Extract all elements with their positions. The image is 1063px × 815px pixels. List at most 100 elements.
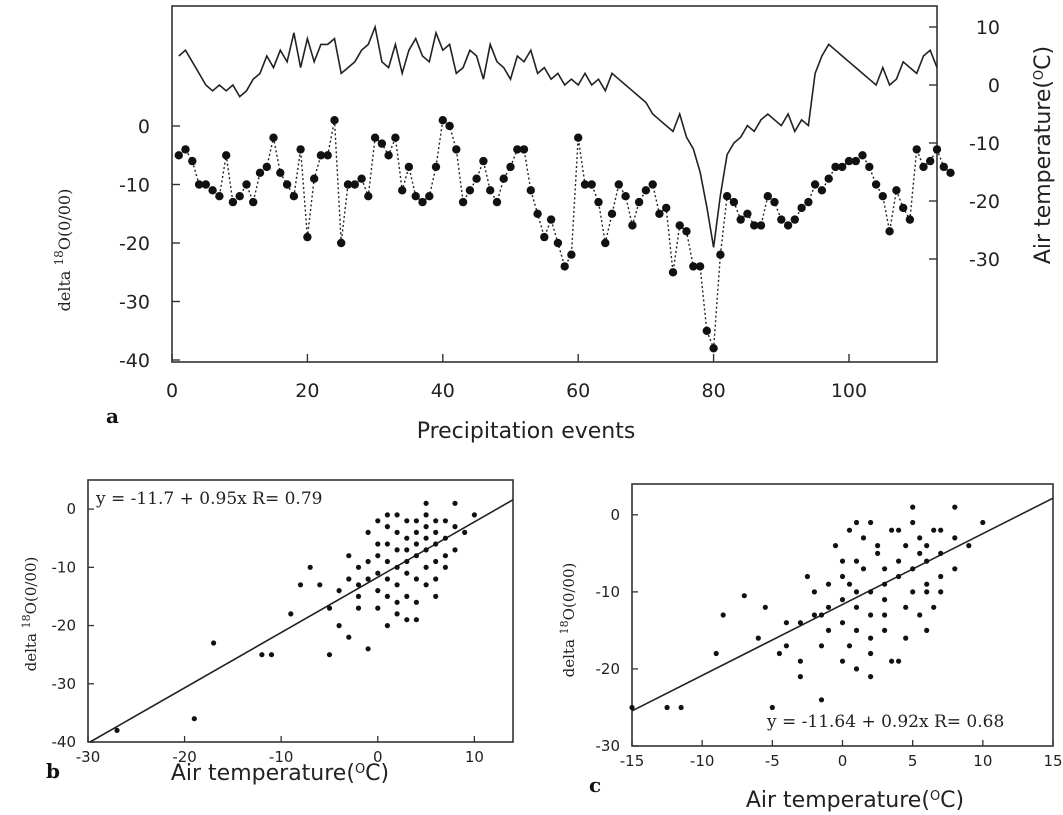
delta18o-marker [580,180,590,189]
scatter-point [938,550,944,557]
right-tick-label: 0 [988,75,1000,97]
y-tick-label: 0 [66,500,76,518]
scatter-point [917,535,923,541]
delta18o-marker [750,221,759,230]
delta18o-marker [722,192,732,201]
scatter-point [259,652,265,658]
panel-c-label: c [589,773,601,797]
scatter-point [297,582,304,588]
scatter-point [423,500,429,506]
scatter-point [868,589,874,595]
delta18o-marker [533,209,542,218]
scatter-point [442,535,448,541]
scatter-point [307,564,313,570]
panel-a-xlabel: Precipitation events [417,419,636,444]
delta18o-marker [479,156,488,166]
panel-b-y-ticks: 0 -10 -20 -30 -40 [52,500,94,751]
delta18o-marker [743,209,752,218]
delta18o-marker [194,180,204,189]
scatter-point [818,612,825,618]
y-tick-label: -10 [52,558,77,576]
scatter-point [868,612,874,618]
scatter-point [355,605,362,611]
delta18o-marker [269,133,278,142]
scatter-point [882,566,888,572]
scatter-point [755,635,761,641]
scatter-point [355,593,362,600]
delta18o-marker [587,180,596,189]
scatter-point [896,558,902,564]
scatter-point [804,573,811,580]
scatter-point [931,527,937,533]
delta18o-marker [675,221,684,230]
right-tick-label: 10 [976,17,1000,39]
delta18o-marker [797,203,806,213]
delta18o-marker [553,238,563,248]
delta18o-marker [783,221,793,230]
scatter-point [394,599,400,605]
x-tick-label: 0 [166,380,178,402]
delta18o-marker [716,250,725,259]
delta18o-marker [222,151,231,160]
delta18o-marker [871,180,881,189]
scatter-point [433,541,439,547]
delta18o-marker [607,209,617,218]
scatter-point [413,599,419,605]
delta18o-marker [438,116,447,125]
delta18o-marker [519,145,529,154]
panel-b-points [114,500,477,734]
delta18o-marker [851,156,860,166]
x-tick-label: 100 [831,380,867,402]
scatter-point [384,558,390,565]
scatter-point [952,535,958,541]
scatter-point [375,570,381,576]
scatter-point [191,716,197,722]
scatter-point [365,558,371,565]
scatter-point [423,547,429,553]
scatter-point [875,543,881,549]
delta18o-marker [418,197,427,207]
delta18o-marker [838,162,847,172]
delta18o-marker [357,174,366,183]
scatter-point [903,543,909,549]
scatter-point [394,547,400,553]
scatter-point [853,558,860,564]
delta18o-marker [567,250,576,259]
scatter-point [924,589,930,595]
scatter-point [917,612,923,618]
delta18o-marker [574,133,583,142]
panel-a-left-ticks: 0 -10 -20 -30 -40 [119,116,180,372]
scatter-point [326,605,333,611]
scatter-point [433,529,439,536]
delta18o-marker [452,145,461,154]
scatter-point [797,674,804,680]
scatter-point [433,518,439,524]
panel-b-frame [87,479,514,743]
panel-b-label: b [46,759,60,783]
scatter-point [832,543,839,549]
delta18o-marker [878,192,887,201]
delta18o-marker [546,215,556,224]
scatter-point [404,518,410,524]
x-tick-label: 0 [838,752,848,770]
x-tick-label: 80 [701,380,725,402]
panel-c: -15 -10 -5 0 5 10 15 0 -10 -20 -30 y = -11.64 + 0… [558,483,1063,813]
panel-c-ylabel: delta 18O(0/00) [558,563,578,678]
scatter-point [924,558,930,564]
panel-c-points [629,504,986,711]
delta18o-marker [242,180,251,189]
scatter-point [853,589,860,595]
scatter-point [413,553,419,559]
right-tick-label: -20 [969,191,1000,213]
scatter-point [394,529,400,536]
scatter-point [394,564,400,570]
scatter-point [853,519,860,526]
x-tick-label: 40 [431,380,455,402]
delta18o-marker [486,186,495,195]
delta18o-marker [736,215,745,224]
scatter-point [404,535,410,541]
scatter-point [375,588,381,594]
scatter-point [384,524,390,530]
x-tick-label: 0 [373,748,383,766]
scatter-point [860,566,867,572]
